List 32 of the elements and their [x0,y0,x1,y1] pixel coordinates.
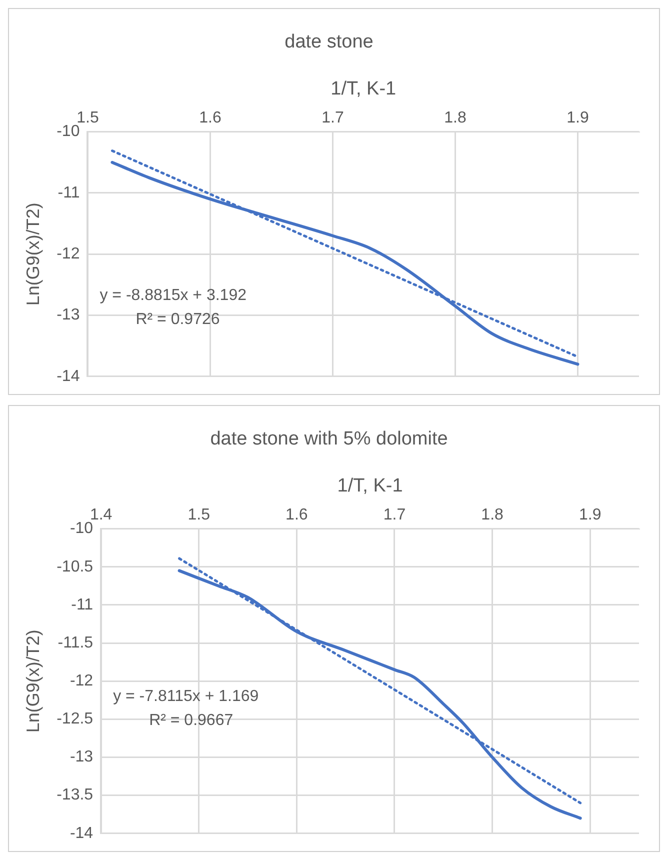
y-tick-label: -12.5 [56,710,94,728]
annotation: R² = 0.9667 [149,712,234,730]
x-tick-label: 1.9 [578,506,602,524]
chart-title: date stone [284,32,374,53]
x-tick-label: 1.8 [481,506,504,524]
x-tick-label: 1.5 [188,506,210,524]
annotation: y = -7.8115x + 1.169 [113,688,259,706]
x-tick-label: 1.7 [322,110,344,127]
y-tick-label: -10 [70,520,94,538]
y-tick-label: -13.5 [56,786,94,804]
x-tick-label: 1.8 [444,110,466,127]
x-tick-label: 1.9 [566,110,589,127]
x-tick-label: 1.6 [286,506,308,524]
x-tick-label: 1.6 [199,110,222,127]
y-axis-title: Ln(G9(x)/T2) [22,630,43,733]
annotation: R² = 0.9726 [136,311,220,328]
chart-title: date stone with 5% dolomite [210,428,448,450]
y-axis-title: Ln(G9(x)/T2) [22,202,43,306]
y-tick-label: -11 [71,596,94,614]
y-tick-label: -12 [70,672,94,690]
y-tick-label: -11 [58,184,80,202]
y-tick-label: -13 [56,306,80,324]
annotation: y = -8.8815x + 3.192 [100,287,247,304]
y-tick-label: -12 [56,246,80,263]
y-tick-label: -14 [70,824,94,842]
x-axis-title: 1/T, K-1 [337,475,403,496]
y-tick-label: -10.5 [56,558,94,576]
y-tick-label: -11.5 [58,634,94,652]
x-tick-label: 1.7 [383,506,406,524]
x-axis-title: 1/T, K-1 [330,78,396,100]
y-tick-label: -13 [70,748,94,766]
y-tick-label: -14 [56,368,80,385]
